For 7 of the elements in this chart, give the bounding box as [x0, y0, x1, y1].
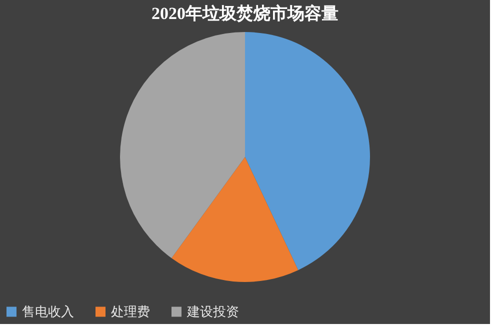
legend-label: 建设投资 — [186, 304, 239, 319]
pie-slice — [245, 32, 370, 270]
legend-label: 售电收入 — [22, 304, 74, 319]
pie-slice — [172, 157, 298, 282]
pie-slice — [120, 32, 245, 258]
legend-label: 处理费 — [111, 304, 150, 319]
chart-title: 2020年垃圾焚烧市场容量 — [152, 4, 338, 23]
